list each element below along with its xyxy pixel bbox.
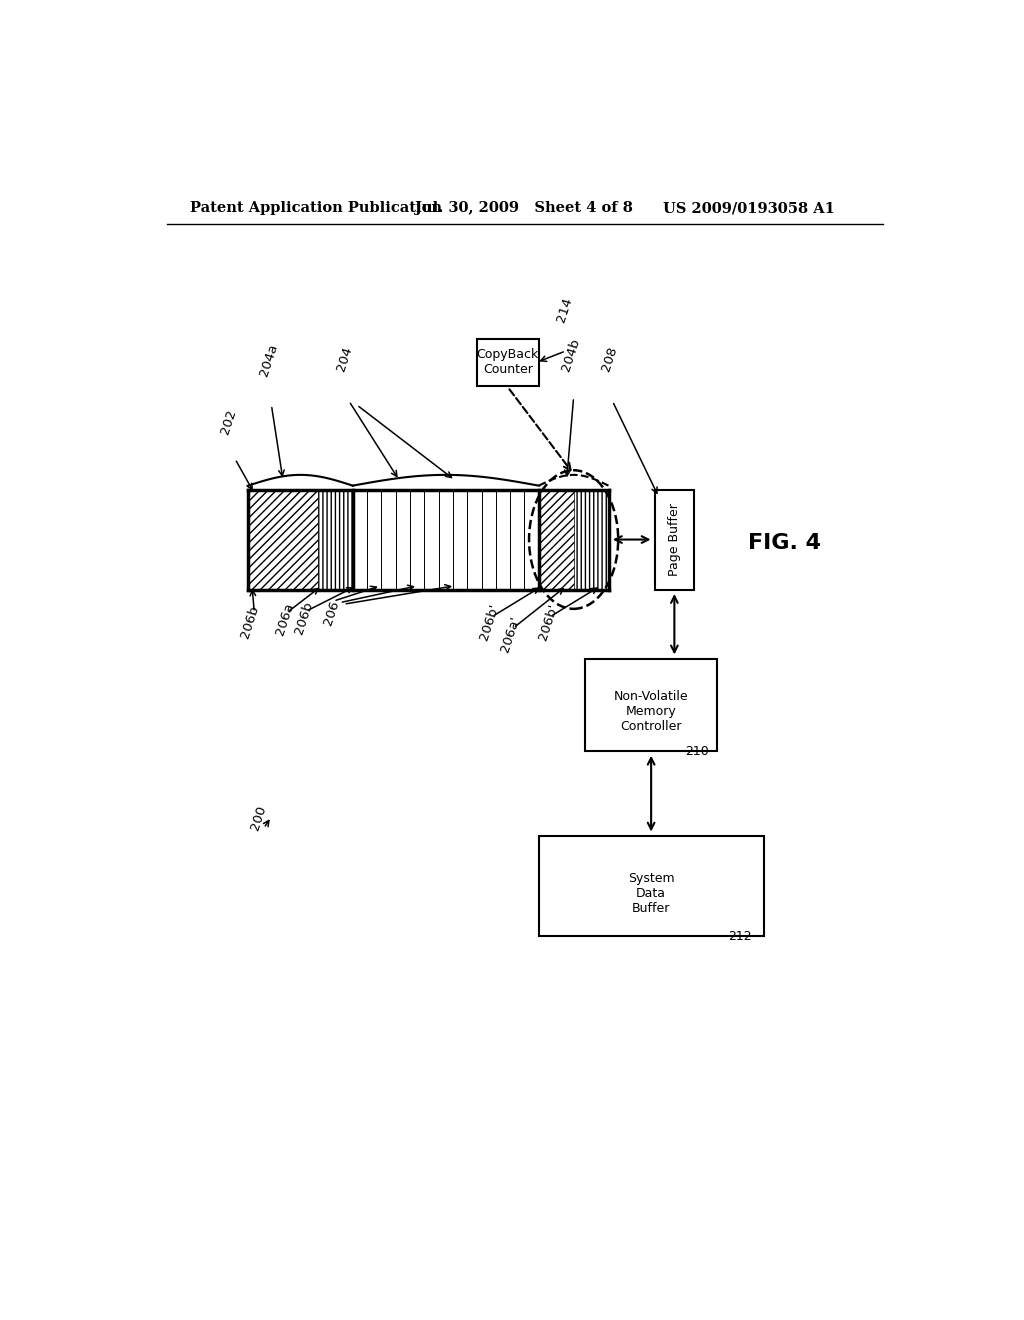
Text: 206b': 206b' xyxy=(477,602,501,642)
Text: FIG. 4: FIG. 4 xyxy=(748,533,821,553)
Text: 206: 206 xyxy=(322,598,342,627)
Text: Non-Volatile
Memory
Controller: Non-Volatile Memory Controller xyxy=(613,690,688,733)
Bar xyxy=(317,490,352,590)
Bar xyxy=(352,490,539,590)
Text: US 2009/0193058 A1: US 2009/0193058 A1 xyxy=(663,202,835,215)
Text: 206b: 206b xyxy=(239,603,261,640)
Text: 202: 202 xyxy=(219,408,239,436)
Text: 200: 200 xyxy=(248,804,268,832)
Bar xyxy=(248,490,317,590)
Text: 208: 208 xyxy=(600,345,621,372)
Bar xyxy=(477,339,539,385)
Text: Patent Application Publication: Patent Application Publication xyxy=(190,202,442,215)
Text: 206a: 206a xyxy=(273,602,296,638)
Text: 204b: 204b xyxy=(560,337,583,372)
Text: Jul. 30, 2009   Sheet 4 of 8: Jul. 30, 2009 Sheet 4 of 8 xyxy=(415,202,633,215)
Text: 206b: 206b xyxy=(293,599,315,636)
Text: 206b': 206b' xyxy=(537,602,561,642)
Bar xyxy=(573,490,608,590)
Text: System
Data
Buffer: System Data Buffer xyxy=(628,873,675,915)
Text: 204: 204 xyxy=(335,345,355,372)
Text: CopyBack
Counter: CopyBack Counter xyxy=(476,348,539,376)
Text: 210: 210 xyxy=(685,744,710,758)
Bar xyxy=(655,490,693,590)
Text: Page Buffer: Page Buffer xyxy=(668,503,681,576)
Bar xyxy=(539,490,608,590)
Bar xyxy=(586,659,717,751)
Bar xyxy=(248,490,608,590)
Text: 212: 212 xyxy=(728,929,752,942)
Text: 204a: 204a xyxy=(258,342,281,378)
Text: 214: 214 xyxy=(554,296,574,323)
Bar xyxy=(539,836,764,936)
Text: 206a': 206a' xyxy=(499,614,522,653)
